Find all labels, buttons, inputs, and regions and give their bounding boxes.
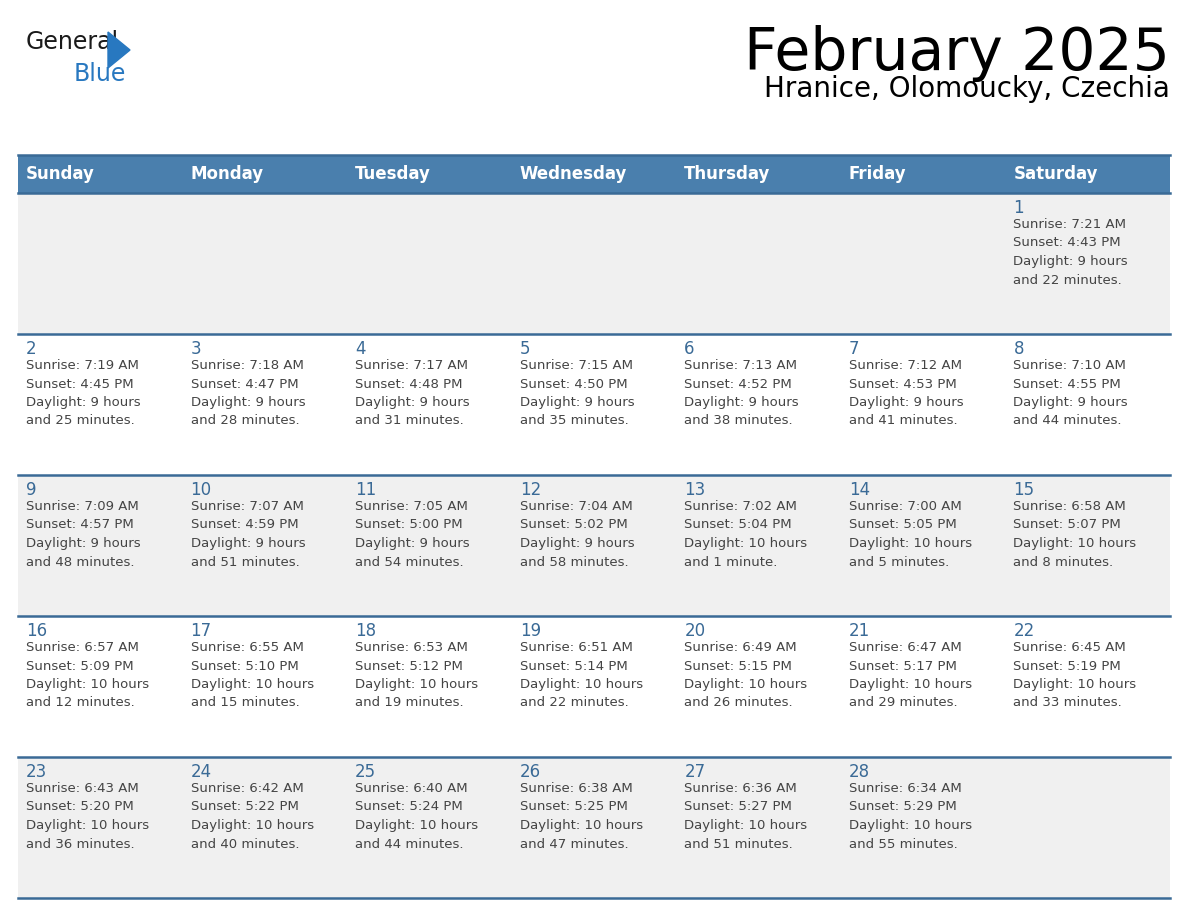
Text: Sunrise: 7:04 AM
Sunset: 5:02 PM
Daylight: 9 hours
and 58 minutes.: Sunrise: 7:04 AM Sunset: 5:02 PM Dayligh… <box>519 500 634 568</box>
Bar <box>18 757 1170 898</box>
Text: Sunrise: 6:57 AM
Sunset: 5:09 PM
Daylight: 10 hours
and 12 minutes.: Sunrise: 6:57 AM Sunset: 5:09 PM Dayligh… <box>26 641 150 710</box>
Text: Sunrise: 6:47 AM
Sunset: 5:17 PM
Daylight: 10 hours
and 29 minutes.: Sunrise: 6:47 AM Sunset: 5:17 PM Dayligh… <box>849 641 972 710</box>
Text: Sunrise: 7:09 AM
Sunset: 4:57 PM
Daylight: 9 hours
and 48 minutes.: Sunrise: 7:09 AM Sunset: 4:57 PM Dayligh… <box>26 500 140 568</box>
Text: Sunrise: 6:40 AM
Sunset: 5:24 PM
Daylight: 10 hours
and 44 minutes.: Sunrise: 6:40 AM Sunset: 5:24 PM Dayligh… <box>355 782 479 850</box>
Bar <box>18 193 1170 334</box>
Bar <box>18 475 1170 616</box>
Text: Sunrise: 6:55 AM
Sunset: 5:10 PM
Daylight: 10 hours
and 15 minutes.: Sunrise: 6:55 AM Sunset: 5:10 PM Dayligh… <box>190 641 314 710</box>
Text: Friday: Friday <box>849 165 906 183</box>
Text: Sunday: Sunday <box>26 165 95 183</box>
Text: Sunrise: 7:21 AM
Sunset: 4:43 PM
Daylight: 9 hours
and 22 minutes.: Sunrise: 7:21 AM Sunset: 4:43 PM Dayligh… <box>1013 218 1129 286</box>
Text: 1: 1 <box>1013 199 1024 217</box>
Text: Sunrise: 7:07 AM
Sunset: 4:59 PM
Daylight: 9 hours
and 51 minutes.: Sunrise: 7:07 AM Sunset: 4:59 PM Dayligh… <box>190 500 305 568</box>
Text: 12: 12 <box>519 481 541 499</box>
Text: Sunrise: 6:43 AM
Sunset: 5:20 PM
Daylight: 10 hours
and 36 minutes.: Sunrise: 6:43 AM Sunset: 5:20 PM Dayligh… <box>26 782 150 850</box>
Text: Sunrise: 7:17 AM
Sunset: 4:48 PM
Daylight: 9 hours
and 31 minutes.: Sunrise: 7:17 AM Sunset: 4:48 PM Dayligh… <box>355 359 469 428</box>
Text: Sunrise: 6:38 AM
Sunset: 5:25 PM
Daylight: 10 hours
and 47 minutes.: Sunrise: 6:38 AM Sunset: 5:25 PM Dayligh… <box>519 782 643 850</box>
Text: 3: 3 <box>190 340 201 358</box>
Text: 27: 27 <box>684 763 706 781</box>
Text: 20: 20 <box>684 622 706 640</box>
Polygon shape <box>108 32 129 68</box>
Text: 8: 8 <box>1013 340 1024 358</box>
Text: 19: 19 <box>519 622 541 640</box>
Text: Sunrise: 6:42 AM
Sunset: 5:22 PM
Daylight: 10 hours
and 40 minutes.: Sunrise: 6:42 AM Sunset: 5:22 PM Dayligh… <box>190 782 314 850</box>
Text: 5: 5 <box>519 340 530 358</box>
Text: Sunrise: 7:15 AM
Sunset: 4:50 PM
Daylight: 9 hours
and 35 minutes.: Sunrise: 7:15 AM Sunset: 4:50 PM Dayligh… <box>519 359 634 428</box>
Bar <box>18 616 1170 757</box>
Text: Blue: Blue <box>74 62 126 86</box>
Text: 4: 4 <box>355 340 366 358</box>
Text: Monday: Monday <box>190 165 264 183</box>
Bar <box>18 155 1170 193</box>
Text: 17: 17 <box>190 622 211 640</box>
Text: Thursday: Thursday <box>684 165 771 183</box>
Text: 26: 26 <box>519 763 541 781</box>
Text: Sunrise: 7:00 AM
Sunset: 5:05 PM
Daylight: 10 hours
and 5 minutes.: Sunrise: 7:00 AM Sunset: 5:05 PM Dayligh… <box>849 500 972 568</box>
Text: 16: 16 <box>26 622 48 640</box>
Text: Sunrise: 7:12 AM
Sunset: 4:53 PM
Daylight: 9 hours
and 41 minutes.: Sunrise: 7:12 AM Sunset: 4:53 PM Dayligh… <box>849 359 963 428</box>
Text: Sunrise: 6:34 AM
Sunset: 5:29 PM
Daylight: 10 hours
and 55 minutes.: Sunrise: 6:34 AM Sunset: 5:29 PM Dayligh… <box>849 782 972 850</box>
Text: February 2025: February 2025 <box>744 25 1170 82</box>
Text: 23: 23 <box>26 763 48 781</box>
Text: 11: 11 <box>355 481 377 499</box>
Text: 9: 9 <box>26 481 37 499</box>
Text: Sunrise: 7:19 AM
Sunset: 4:45 PM
Daylight: 9 hours
and 25 minutes.: Sunrise: 7:19 AM Sunset: 4:45 PM Dayligh… <box>26 359 140 428</box>
Text: Sunrise: 6:36 AM
Sunset: 5:27 PM
Daylight: 10 hours
and 51 minutes.: Sunrise: 6:36 AM Sunset: 5:27 PM Dayligh… <box>684 782 808 850</box>
Text: 7: 7 <box>849 340 859 358</box>
Text: 6: 6 <box>684 340 695 358</box>
Text: Sunrise: 6:49 AM
Sunset: 5:15 PM
Daylight: 10 hours
and 26 minutes.: Sunrise: 6:49 AM Sunset: 5:15 PM Dayligh… <box>684 641 808 710</box>
Text: Sunrise: 7:05 AM
Sunset: 5:00 PM
Daylight: 9 hours
and 54 minutes.: Sunrise: 7:05 AM Sunset: 5:00 PM Dayligh… <box>355 500 469 568</box>
Text: Sunrise: 6:45 AM
Sunset: 5:19 PM
Daylight: 10 hours
and 33 minutes.: Sunrise: 6:45 AM Sunset: 5:19 PM Dayligh… <box>1013 641 1137 710</box>
Text: 14: 14 <box>849 481 870 499</box>
Text: Sunrise: 7:13 AM
Sunset: 4:52 PM
Daylight: 9 hours
and 38 minutes.: Sunrise: 7:13 AM Sunset: 4:52 PM Dayligh… <box>684 359 798 428</box>
Text: Hranice, Olomoucky, Czechia: Hranice, Olomoucky, Czechia <box>764 75 1170 103</box>
Text: Sunrise: 6:58 AM
Sunset: 5:07 PM
Daylight: 10 hours
and 8 minutes.: Sunrise: 6:58 AM Sunset: 5:07 PM Dayligh… <box>1013 500 1137 568</box>
Text: 25: 25 <box>355 763 377 781</box>
Text: 15: 15 <box>1013 481 1035 499</box>
Text: Sunrise: 7:18 AM
Sunset: 4:47 PM
Daylight: 9 hours
and 28 minutes.: Sunrise: 7:18 AM Sunset: 4:47 PM Dayligh… <box>190 359 305 428</box>
Text: Tuesday: Tuesday <box>355 165 431 183</box>
Text: 2: 2 <box>26 340 37 358</box>
Text: Sunrise: 7:02 AM
Sunset: 5:04 PM
Daylight: 10 hours
and 1 minute.: Sunrise: 7:02 AM Sunset: 5:04 PM Dayligh… <box>684 500 808 568</box>
Text: General: General <box>26 30 119 54</box>
Bar <box>18 334 1170 475</box>
Text: 18: 18 <box>355 622 377 640</box>
Text: 22: 22 <box>1013 622 1035 640</box>
Text: 24: 24 <box>190 763 211 781</box>
Text: 13: 13 <box>684 481 706 499</box>
Text: Wednesday: Wednesday <box>519 165 627 183</box>
Text: 10: 10 <box>190 481 211 499</box>
Text: 28: 28 <box>849 763 870 781</box>
Text: 21: 21 <box>849 622 870 640</box>
Text: Saturday: Saturday <box>1013 165 1098 183</box>
Text: Sunrise: 7:10 AM
Sunset: 4:55 PM
Daylight: 9 hours
and 44 minutes.: Sunrise: 7:10 AM Sunset: 4:55 PM Dayligh… <box>1013 359 1129 428</box>
Text: Sunrise: 6:51 AM
Sunset: 5:14 PM
Daylight: 10 hours
and 22 minutes.: Sunrise: 6:51 AM Sunset: 5:14 PM Dayligh… <box>519 641 643 710</box>
Text: Sunrise: 6:53 AM
Sunset: 5:12 PM
Daylight: 10 hours
and 19 minutes.: Sunrise: 6:53 AM Sunset: 5:12 PM Dayligh… <box>355 641 479 710</box>
